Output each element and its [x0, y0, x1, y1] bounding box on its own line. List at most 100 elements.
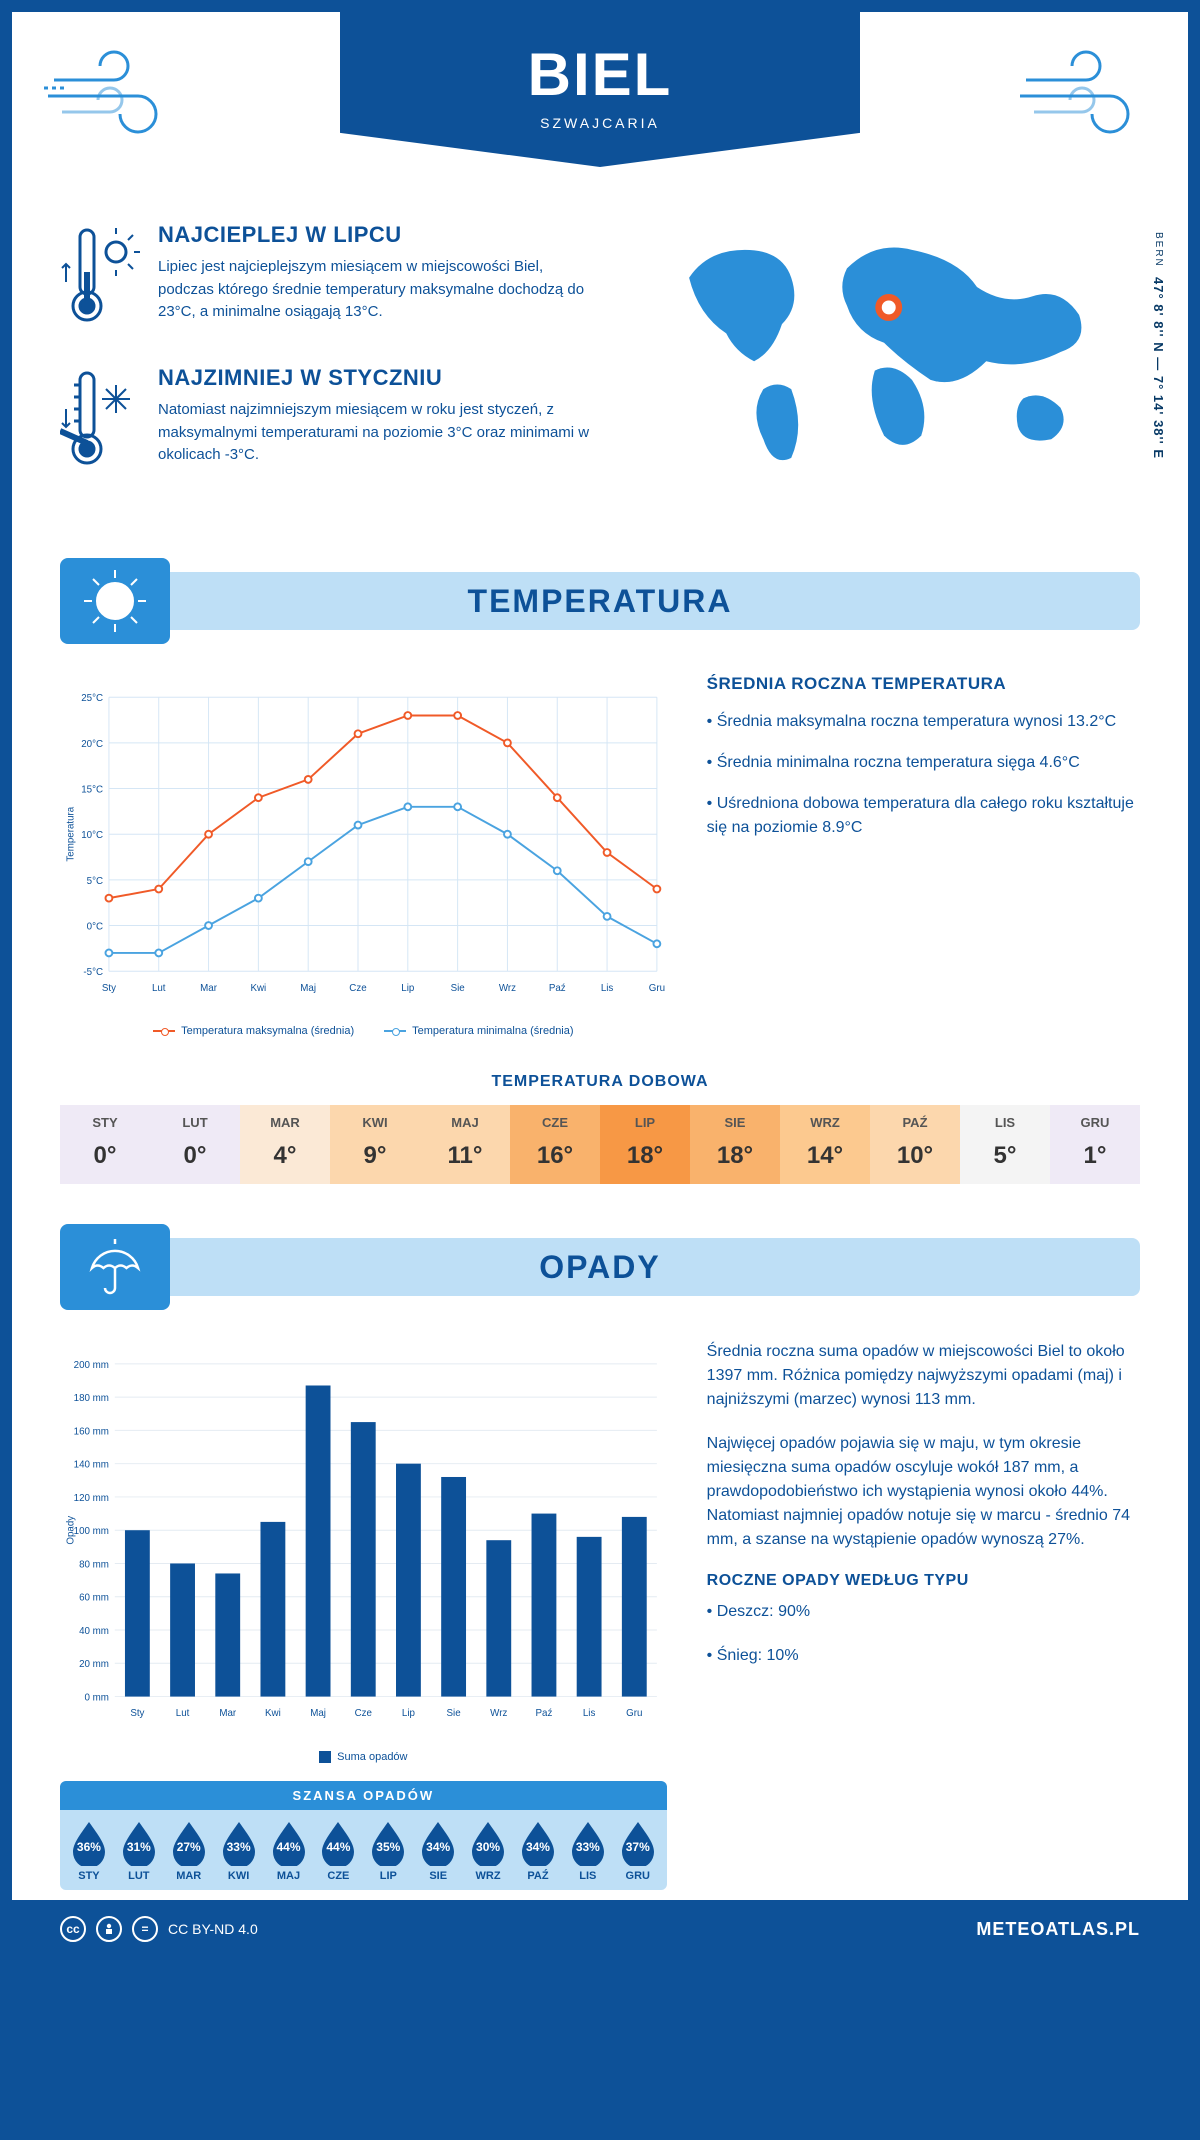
daily-cell: PAŹ10° — [870, 1105, 960, 1184]
section-head-temperature: TEMPERATURA — [60, 558, 1140, 644]
svg-text:Mar: Mar — [200, 983, 218, 994]
svg-text:Kwi: Kwi — [250, 983, 266, 994]
avg-bullet: • Średnia maksymalna roczna temperatura … — [707, 710, 1140, 733]
svg-text:Sie: Sie — [447, 1708, 461, 1719]
svg-text:Sty: Sty — [102, 983, 116, 994]
bytype-item: • Śnieg: 10% — [707, 1644, 1140, 1668]
svg-text:100 mm: 100 mm — [74, 1526, 109, 1537]
drop-icon: 27% — [169, 1820, 209, 1866]
svg-text:Paź: Paź — [549, 983, 566, 994]
chance-cell: 30% WRZ — [463, 1820, 513, 1882]
bytype-item: • Deszcz: 90% — [707, 1600, 1140, 1624]
intro: NAJCIEPLEJ W LIPCU Lipiec jest najcieple… — [12, 212, 1188, 538]
section-title: TEMPERATURA — [60, 572, 1140, 630]
svg-text:0°C: 0°C — [87, 921, 103, 932]
chance-cell: 34% PAŹ — [513, 1820, 563, 1882]
svg-text:20°C: 20°C — [81, 739, 103, 750]
precip-para: Najwięcej opadów pojawia się w maju, w t… — [707, 1432, 1140, 1552]
svg-text:200 mm: 200 mm — [74, 1360, 109, 1371]
avg-temp-title: ŚREDNIA ROCZNA TEMPERATURA — [707, 674, 1140, 694]
by-icon — [96, 1916, 122, 1942]
daily-cell: CZE16° — [510, 1105, 600, 1184]
chance-cell: 33% LIS — [563, 1820, 613, 1882]
cc-icon: cc — [60, 1916, 86, 1942]
chance-cell: 33% KWI — [214, 1820, 264, 1882]
coordinates: BERN 47° 8' 8'' N — 7° 14' 38'' E — [1151, 232, 1166, 459]
precip-para: Średnia roczna suma opadów w miejscowośc… — [707, 1340, 1140, 1412]
svg-text:Lip: Lip — [402, 1708, 416, 1719]
svg-text:25°C: 25°C — [81, 693, 103, 704]
svg-text:Sty: Sty — [130, 1708, 144, 1719]
svg-text:10°C: 10°C — [81, 830, 103, 841]
bytype-title: ROCZNE OPADY WEDŁUG TYPU — [707, 1572, 1140, 1590]
city-title: BIEL — [340, 40, 860, 109]
svg-text:15°C: 15°C — [81, 784, 103, 795]
daily-temp-title: TEMPERATURA DOBOWA — [12, 1073, 1188, 1091]
svg-text:Lut: Lut — [152, 983, 166, 994]
header: BIEL SZWAJCARIA — [12, 12, 1188, 212]
fact-cold-text: Natomiast najzimniejszym miesiącem w rok… — [158, 399, 598, 467]
world-map-icon — [628, 222, 1140, 482]
chance-cell: 44% CZE — [313, 1820, 363, 1882]
precip-chart-wrap: 0 mm20 mm40 mm60 mm80 mm100 mm120 mm140 … — [60, 1340, 667, 1890]
svg-text:Lis: Lis — [583, 1708, 596, 1719]
svg-text:Gru: Gru — [626, 1708, 642, 1719]
section-head-precip: OPADY — [60, 1224, 1140, 1310]
drop-icon: 30% — [468, 1820, 508, 1866]
site-name: METEOATLAS.PL — [976, 1919, 1140, 1940]
svg-text:Paź: Paź — [536, 1708, 553, 1719]
footer: cc = CC BY-ND 4.0 METEOATLAS.PL — [12, 1900, 1188, 1958]
svg-text:Sie: Sie — [451, 983, 465, 994]
svg-text:140 mm: 140 mm — [74, 1460, 109, 1471]
avg-bullet: • Średnia minimalna roczna temperatura s… — [707, 751, 1140, 774]
temperature-legend: Temperatura maksymalna (średnia) Tempera… — [60, 1025, 667, 1037]
daily-cell: MAJ11° — [420, 1105, 510, 1184]
svg-text:Gru: Gru — [649, 983, 665, 994]
chance-title: SZANSA OPADÓW — [60, 1781, 667, 1810]
world-map-wrap: BERN 47° 8' 8'' N — 7° 14' 38'' E — [628, 222, 1140, 508]
header-ribbon: BIEL SZWAJCARIA — [340, 12, 860, 167]
fact-coldest: NAJZIMNIEJ W STYCZNIU Natomiast najzimni… — [60, 365, 598, 480]
daily-cell: GRU1° — [1050, 1105, 1140, 1184]
drop-icon: 44% — [318, 1820, 358, 1866]
country-subtitle: SZWAJCARIA — [340, 115, 860, 131]
svg-text:5°C: 5°C — [87, 876, 103, 887]
daily-temp-table: STY0°LUT0°MAR4°KWI9°MAJ11°CZE16°LIP18°SI… — [60, 1105, 1140, 1184]
svg-text:Lip: Lip — [401, 983, 415, 994]
chance-cell: 44% MAJ — [264, 1820, 314, 1882]
nd-icon: = — [132, 1916, 158, 1942]
svg-text:Cze: Cze — [355, 1708, 372, 1719]
drop-icon: 44% — [269, 1820, 309, 1866]
drop-icon: 31% — [119, 1820, 159, 1866]
daily-cell: STY0° — [60, 1105, 150, 1184]
daily-cell: LUT0° — [150, 1105, 240, 1184]
daily-cell: WRZ14° — [780, 1105, 870, 1184]
daily-cell: MAR4° — [240, 1105, 330, 1184]
daily-cell: KWI9° — [330, 1105, 420, 1184]
fact-hot-title: NAJCIEPLEJ W LIPCU — [158, 222, 598, 248]
daily-cell: LIS5° — [960, 1105, 1050, 1184]
page: BIEL SZWAJCARIA — [12, 12, 1188, 1958]
precip-legend: Suma opadów — [60, 1751, 667, 1763]
chance-cell: 34% SIE — [413, 1820, 463, 1882]
svg-text:20 mm: 20 mm — [79, 1659, 109, 1670]
temperature-chart: -5°C0°C5°C10°C15°C20°C25°CStyLutMarKwiMa… — [60, 674, 667, 1037]
svg-text:Temperatura: Temperatura — [66, 806, 77, 861]
svg-text:180 mm: 180 mm — [74, 1393, 109, 1404]
svg-text:Maj: Maj — [310, 1708, 326, 1719]
precip-summary: Średnia roczna suma opadów w miejscowośc… — [707, 1340, 1140, 1890]
daily-cell: LIP18° — [600, 1105, 690, 1184]
chance-cell: 27% MAR — [164, 1820, 214, 1882]
svg-text:Lut: Lut — [176, 1708, 190, 1719]
fact-hottest: NAJCIEPLEJ W LIPCU Lipiec jest najcieple… — [60, 222, 598, 337]
svg-text:Maj: Maj — [300, 983, 316, 994]
chance-cell: 36% STY — [64, 1820, 114, 1882]
svg-text:80 mm: 80 mm — [79, 1559, 109, 1570]
intro-facts: NAJCIEPLEJ W LIPCU Lipiec jest najcieple… — [60, 222, 598, 508]
svg-text:60 mm: 60 mm — [79, 1593, 109, 1604]
precip-chart: 0 mm20 mm40 mm60 mm80 mm100 mm120 mm140 … — [60, 1340, 667, 1740]
svg-text:Kwi: Kwi — [265, 1708, 281, 1719]
chance-cell: 31% LUT — [114, 1820, 164, 1882]
drop-icon: 33% — [219, 1820, 259, 1866]
chance-cell: 37% GRU — [613, 1820, 663, 1882]
